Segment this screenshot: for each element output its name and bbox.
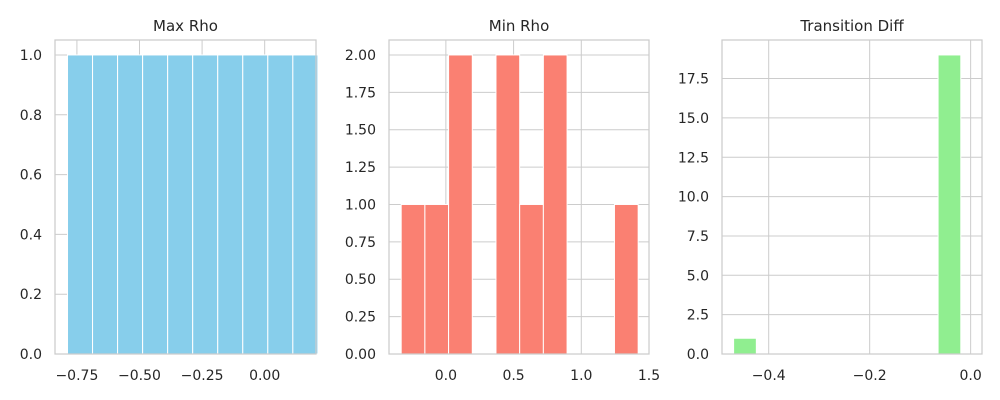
histogram-bar — [495, 54, 521, 355]
subplot-transition-diff: Transition Diff 0.0 2.5 5.0 7.5 10.0 12.5 15.0… — [678, 17, 983, 384]
y-tick-label: 17.5 — [678, 72, 709, 88]
y-tick-label: 5.0 — [687, 268, 709, 284]
x-tick-label: 0.00 — [249, 368, 280, 384]
subplot-title: Min Rho — [489, 17, 550, 35]
y-tick-label: 0.0 — [687, 347, 709, 363]
x-tick-label: −0.75 — [55, 368, 98, 384]
bars — [733, 54, 962, 355]
histogram-bar — [542, 54, 568, 355]
axes-frame — [388, 39, 650, 355]
histogram-bar — [424, 203, 450, 355]
tick-labels: 0.00 0.25 0.50 0.75 1.00 1.25 1.50 1.75 2.00 0.0 0… — [345, 48, 660, 384]
y-tick-label: 0.00 — [345, 347, 376, 363]
bars — [67, 54, 319, 355]
x-tick-label: 1.0 — [570, 368, 592, 384]
y-tick-label: 2.5 — [687, 308, 709, 324]
x-tick-label: 0.5 — [502, 368, 524, 384]
subplot-min-rho: Min Rho 0.00 0.25 0.50 0.75 1.00 1.25 1.50 1.75… — [345, 17, 660, 384]
histogram-bar — [292, 54, 319, 355]
histogram-bar — [519, 203, 544, 355]
y-tick-label: 15.0 — [678, 111, 709, 127]
tick-labels: 0.0 2.5 5.0 7.5 10.0 12.5 15.0 17.5 −0.4 −0.2 0.0 — [678, 72, 982, 384]
histogram-bar — [117, 54, 144, 355]
y-tick-label: 1.0 — [20, 48, 42, 64]
subplot-title: Max Rho — [153, 17, 218, 35]
histogram-bar — [613, 203, 639, 355]
histogram-bar — [167, 54, 194, 355]
y-tick-label: 0.6 — [20, 168, 42, 184]
y-tick-label: 1.25 — [345, 160, 376, 176]
y-tick-label: 0.0 — [20, 347, 42, 363]
y-tick-label: 0.2 — [20, 287, 42, 303]
x-tick-label: 0.0 — [960, 368, 982, 384]
x-tick-label: −0.4 — [752, 368, 786, 384]
y-tick-label: 0.4 — [20, 227, 42, 243]
y-tick-label: 0.8 — [20, 108, 42, 124]
y-tick-label: 10.0 — [678, 190, 709, 206]
subplot-title: Transition Diff — [799, 17, 904, 35]
subplot-max-rho: Max Rho 0.0 0.2 0.4 0.6 0.8 1.0 −0.75 −0.50 −0.2… — [20, 17, 319, 384]
axes-frame — [54, 39, 317, 355]
x-tick-label: 1.5 — [638, 368, 660, 384]
histogram-bar — [142, 54, 169, 355]
y-tick-label: 1.75 — [345, 85, 376, 101]
histogram-bar — [448, 54, 473, 355]
histogram-bar — [192, 54, 219, 355]
y-tick-label: 1.50 — [345, 123, 376, 139]
y-tick-label: 1.00 — [345, 197, 376, 213]
y-tick-label: 0.25 — [345, 310, 376, 326]
histogram-bar — [217, 54, 244, 355]
x-tick-label: −0.50 — [118, 368, 161, 384]
tick-labels: 0.0 0.2 0.4 0.6 0.8 1.0 −0.75 −0.50 −0.25 0.00 — [20, 48, 281, 384]
x-tick-label: 0.0 — [435, 368, 457, 384]
y-tick-label: 0.75 — [345, 235, 376, 251]
x-tick-label: −0.2 — [853, 368, 887, 384]
histogram-bar — [242, 54, 269, 355]
y-tick-label: 7.5 — [687, 229, 709, 245]
y-tick-label: 2.00 — [345, 48, 376, 64]
histogram-bar — [400, 203, 426, 355]
histogram-bar — [92, 54, 119, 355]
histogram-bar — [937, 54, 962, 355]
axes-frame — [721, 39, 983, 355]
histogram-bar — [267, 54, 294, 355]
histogram-bar — [733, 337, 757, 355]
y-tick-label: 12.5 — [678, 150, 709, 166]
histogram-bar — [67, 54, 94, 355]
bars — [400, 54, 639, 355]
x-tick-label: −0.25 — [181, 368, 224, 384]
y-tick-label: 0.50 — [345, 272, 376, 288]
